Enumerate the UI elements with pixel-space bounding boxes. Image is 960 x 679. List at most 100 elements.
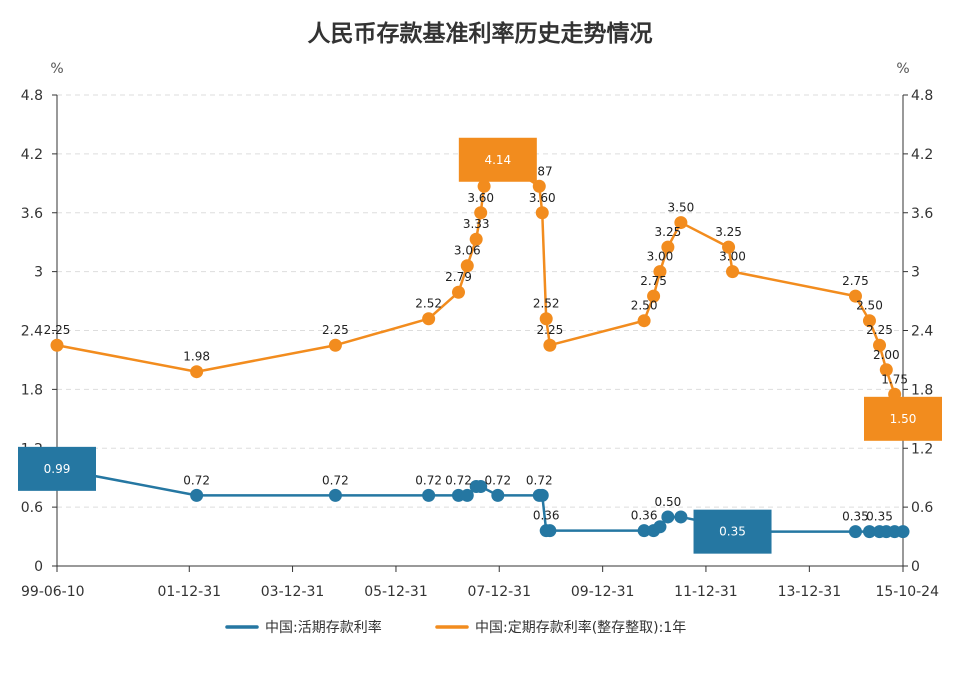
data-labels: 0.72 0.72 0.72 0.72 0.72 0.720.36 0.360.500.35…	[44, 164, 908, 523]
data-point	[474, 206, 488, 220]
callouts: 0.99 0.35 4.14 1.50	[18, 137, 942, 554]
data-point	[848, 525, 862, 539]
y-tick-label-right: 1.2	[911, 441, 933, 457]
y-tick-label-right: 4.2	[911, 147, 933, 163]
legend[interactable]: 中国:活期存款利率 中国:定期存款利率(整存整取):1年	[225, 619, 686, 636]
callout-value: 1.50	[890, 412, 917, 426]
data-point	[674, 510, 688, 524]
data-label: 3.00	[647, 250, 674, 264]
y-tick-label-right: 3.6	[911, 206, 933, 222]
data-label: 2.25	[866, 323, 893, 337]
data-point	[653, 520, 667, 534]
data-point	[328, 338, 342, 352]
data-label: 0.36	[533, 509, 560, 523]
x-tick-label: 09-12-31	[571, 584, 635, 600]
y-tick-label-right: 0	[911, 559, 920, 575]
data-point	[862, 525, 876, 539]
y-tick-label-left: 3.6	[21, 206, 43, 222]
data-point	[879, 363, 893, 377]
data-point	[535, 488, 549, 502]
data-point	[543, 338, 557, 352]
legend-label-2[interactable]: 中国:定期存款利率(整存整取):1年	[475, 619, 686, 636]
y-unit-right: %	[896, 61, 909, 77]
data-point	[873, 338, 887, 352]
data-point	[896, 525, 910, 539]
callout-value: 0.35	[719, 525, 746, 539]
data-label: 3.25	[715, 225, 742, 239]
data-label: 3.50	[668, 201, 695, 215]
y-tick-label-left: 0.6	[21, 500, 43, 516]
x-tick-label: 07-12-31	[467, 584, 531, 600]
data-point	[460, 259, 474, 273]
data-label: 0.72	[183, 473, 210, 487]
data-label: 2.52	[415, 297, 442, 311]
data-point	[722, 240, 736, 254]
callout-box	[693, 509, 772, 554]
data-point	[862, 314, 876, 328]
data-point	[637, 524, 651, 538]
data-label: 3.06	[454, 244, 481, 258]
data-label: 1.75	[881, 372, 908, 386]
y-tick-label-left: 0	[34, 559, 43, 575]
data-point	[539, 312, 553, 326]
callout-value: 0.99	[44, 462, 71, 476]
data-point	[328, 488, 342, 502]
series-lines	[50, 153, 910, 539]
data-point	[535, 206, 549, 220]
data-label: 0.72	[322, 473, 349, 487]
data-label: 0.35	[866, 510, 893, 524]
data-label: 0.72	[526, 473, 553, 487]
data-point	[451, 285, 465, 299]
data-label: 2.00	[873, 348, 900, 362]
data-point	[491, 488, 505, 502]
data-point	[532, 179, 546, 193]
data-label: 0.72	[484, 473, 511, 487]
data-point	[474, 480, 488, 494]
data-point	[661, 510, 675, 524]
callout-box	[458, 137, 537, 182]
data-label: 2.79	[445, 270, 472, 284]
data-point	[50, 338, 64, 352]
data-point	[637, 314, 651, 328]
data-label: 0.35	[842, 510, 869, 524]
data-label: 0.50	[655, 495, 682, 509]
callout-box	[18, 446, 96, 491]
callout-value: 4.14	[484, 153, 511, 167]
data-label: 3.00	[719, 250, 746, 264]
data-point	[422, 312, 436, 326]
x-tick-label: 11-12-31	[674, 584, 738, 600]
y-unit-left: %	[50, 61, 63, 77]
data-point	[477, 179, 491, 193]
chart-title: 人民币存款基准利率历史走势情况	[307, 21, 653, 47]
data-point	[653, 265, 667, 279]
data-point	[422, 488, 436, 502]
x-tick-label: 01-12-31	[158, 584, 222, 600]
data-label: 3.33	[463, 217, 490, 231]
axes: 000.60.61.21.21.81.82.42.4333.63.64.24.2…	[21, 61, 939, 600]
y-tick-label-right: 0.6	[911, 500, 933, 516]
data-point	[190, 488, 204, 502]
data-point	[647, 289, 661, 303]
legend-label-1[interactable]: 中国:活期存款利率	[265, 619, 382, 636]
x-tick-label: 99-06-10	[21, 584, 85, 600]
data-point	[469, 232, 483, 246]
data-point	[726, 265, 740, 279]
data-point	[848, 289, 862, 303]
data-label: 0.72	[415, 473, 442, 487]
callout-box	[864, 396, 942, 441]
data-label: 2.75	[640, 274, 667, 288]
data-point	[543, 524, 557, 538]
data-label: 2.50	[856, 299, 883, 313]
data-label: 2.50	[631, 299, 658, 313]
data-label: 1.98	[183, 350, 210, 364]
data-point	[674, 216, 688, 230]
data-label: 2.25	[44, 323, 71, 337]
y-tick-label-left: 2.4	[21, 324, 43, 340]
y-tick-label-right: 4.8	[911, 88, 933, 104]
data-label: 2.25	[322, 323, 349, 337]
y-tick-label-left: 4.2	[21, 147, 43, 163]
data-point	[190, 365, 204, 379]
y-tick-label-left: 4.8	[21, 88, 43, 104]
data-label: 3.25	[655, 225, 682, 239]
